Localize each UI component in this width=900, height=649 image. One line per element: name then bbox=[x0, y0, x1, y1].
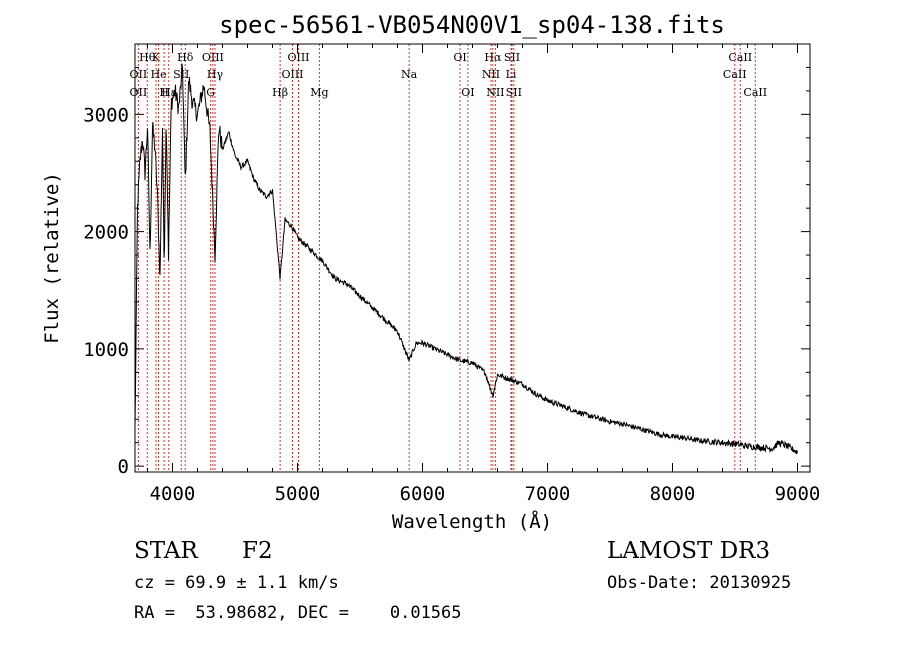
marker-label-2: Hδ bbox=[177, 51, 194, 64]
marker-label-22: Hβ bbox=[272, 86, 288, 99]
marker-label-27: CaII bbox=[743, 86, 767, 99]
redshift-readout: cz = 69.9 ± 1.1 km/s bbox=[134, 573, 339, 593]
marker-label-7: SII bbox=[504, 51, 520, 64]
y-tick-label-1000: 1000 bbox=[83, 339, 129, 361]
x-axis-label: Wavelength (Å) bbox=[392, 510, 552, 533]
marker-label-5: OI bbox=[453, 51, 466, 64]
y-tick-label-2000: 2000 bbox=[83, 222, 129, 244]
x-axis: 4000 5000 6000 7000 8000 9000 bbox=[147, 44, 821, 505]
marker-label-24: OI bbox=[461, 86, 474, 99]
marker-label-14: Na bbox=[401, 68, 418, 81]
marker-label-8: CaII bbox=[728, 51, 752, 64]
marker-label-13: OIII bbox=[281, 68, 303, 81]
y-tick-label-0: 0 bbox=[118, 456, 129, 478]
marker-label-20: H bbox=[159, 86, 169, 99]
marker-label-17: CaII bbox=[723, 68, 747, 81]
x-tick-label-7000: 7000 bbox=[525, 483, 571, 505]
x-tick-label-6000: 6000 bbox=[400, 483, 446, 505]
marker-label-0: Hθ bbox=[139, 51, 156, 64]
flux-series bbox=[134, 63, 798, 455]
marker-label-15: NII bbox=[482, 68, 500, 81]
x-tick-label-8000: 8000 bbox=[650, 483, 696, 505]
marker-label-23: Mg bbox=[310, 86, 328, 99]
marker-label-16: Li bbox=[506, 68, 517, 81]
object-class: STAR bbox=[134, 538, 198, 564]
chart-title: spec-56561-VB054N00V1_sp04-138.fits bbox=[219, 11, 725, 39]
marker-label-6: Hα bbox=[484, 51, 502, 64]
marker-label-1: K bbox=[152, 51, 161, 64]
y-axis-label: Flux (relative) bbox=[41, 172, 63, 344]
survey-label: LAMOST DR3 bbox=[607, 538, 771, 564]
plot-frame bbox=[134, 43, 811, 473]
marker-label-18: OII bbox=[130, 86, 148, 99]
marker-label-25: NII bbox=[486, 86, 504, 99]
y-axis: 0 1000 2000 3000 bbox=[83, 66, 810, 478]
marker-label-12: Hγ bbox=[207, 68, 224, 81]
obs-date: Obs-Date: 20130925 bbox=[607, 573, 792, 593]
x-tick-label-9000: 9000 bbox=[775, 483, 821, 505]
marker-label-4: OIII bbox=[287, 51, 309, 64]
object-subclass: F2 bbox=[242, 538, 273, 564]
y-tick-label-3000: 3000 bbox=[83, 104, 129, 126]
marker-label-26: SII bbox=[506, 86, 522, 99]
flux-line-0 bbox=[134, 63, 798, 455]
x-tick-label-5000: 5000 bbox=[275, 483, 321, 505]
x-tick-label-4000: 4000 bbox=[150, 483, 196, 505]
marker-label-9: OII bbox=[130, 68, 148, 81]
marker-label-19: Hε bbox=[161, 86, 177, 99]
coordinates: RA = 53.98682, DEC = 0.01565 bbox=[134, 603, 462, 623]
marker-label-21: G bbox=[206, 86, 215, 99]
marker-label-3: OIII bbox=[202, 51, 224, 64]
marker-label-10: He bbox=[151, 68, 167, 81]
